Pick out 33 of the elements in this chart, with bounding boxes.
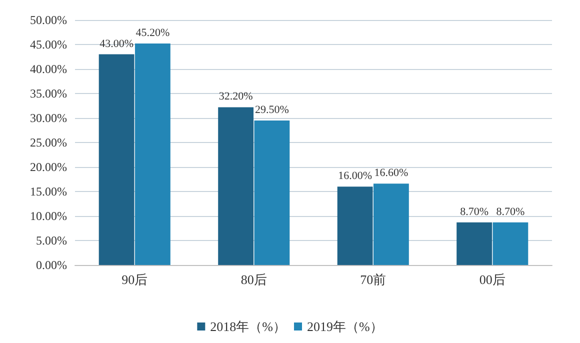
y-tick-label: 45.00%	[30, 38, 67, 52]
legend-label: 2019年（%）	[307, 319, 383, 334]
y-tick-label: 40.00%	[30, 62, 67, 76]
y-tick-label: 0.00%	[36, 258, 67, 272]
x-tick-label: 90后	[122, 272, 148, 287]
x-tick-label: 80后	[240, 272, 267, 287]
y-tick-label: 5.00%	[36, 234, 67, 248]
data-label: 16.60%	[374, 167, 408, 180]
y-tick-label: 50.00%	[30, 13, 67, 27]
legend-label: 2018年（%）	[210, 319, 286, 334]
bar	[337, 186, 373, 265]
y-tick-label: 25.00%	[30, 136, 67, 150]
y-tick-label: 10.00%	[30, 209, 67, 223]
bar	[492, 222, 528, 265]
data-label: 8.70%	[496, 206, 525, 218]
data-label: 16.00%	[338, 170, 372, 182]
data-label: 8.70%	[460, 206, 489, 218]
bar	[373, 184, 409, 265]
y-tick-label: 30.00%	[30, 111, 67, 125]
y-tick-label: 20.00%	[30, 160, 67, 174]
y-tick-label: 35.00%	[30, 86, 67, 100]
bar	[98, 54, 134, 265]
bar	[218, 107, 254, 265]
data-label: 32.20%	[218, 90, 253, 103]
x-tick-label: 70前	[360, 272, 386, 287]
bar	[254, 120, 290, 265]
data-label: 43.00%	[100, 38, 134, 50]
y-tick-label: 15.00%	[30, 184, 67, 198]
x-tick-label: 00后	[479, 272, 506, 287]
data-label: 29.50%	[254, 104, 289, 116]
bar	[134, 44, 170, 265]
bar	[456, 222, 492, 265]
data-label: 45.20%	[136, 27, 170, 40]
